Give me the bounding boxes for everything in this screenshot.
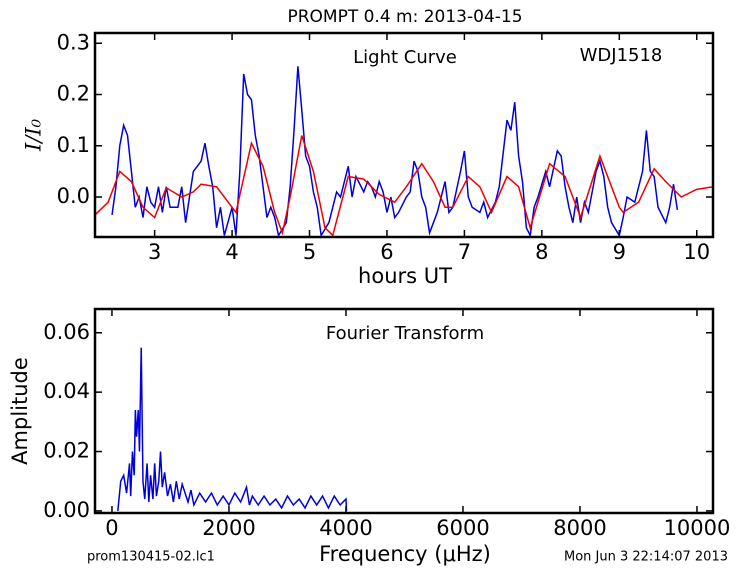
x-tick-label: 4000	[319, 516, 372, 540]
x-axis-label: Frequency (μHz)	[319, 542, 491, 566]
y-tick-label: 0.04	[43, 379, 90, 403]
x-tick-label: 6	[380, 240, 393, 264]
x-tick-label: 8000	[553, 516, 606, 540]
x-tick-label: 8	[535, 240, 548, 264]
x-tick-label: 7	[458, 240, 471, 264]
x-axis-label: hours UT	[358, 264, 452, 288]
x-tick-label: 0	[105, 516, 118, 540]
plot-frame	[93, 31, 715, 239]
y-tick-label: 0.02	[43, 439, 90, 463]
chart-title: PROMPT 0.4 m: 2013-04-15	[287, 7, 522, 27]
x-tick-label: 5	[303, 240, 316, 264]
x-tick-label: 6000	[436, 516, 489, 540]
footer-left: prom130415-02.lc1	[87, 550, 215, 565]
x-tick-label: 9	[613, 240, 626, 264]
y-tick-label: 0.0	[57, 184, 90, 208]
x-tick-label: 4	[225, 240, 238, 264]
y-tick-label: 0.00	[43, 498, 90, 522]
y-tick-label: 0.2	[57, 82, 90, 106]
x-tick-label: 10	[683, 240, 710, 264]
data-line	[95, 135, 713, 237]
data-line	[111, 66, 679, 237]
x-tick-label: 10000	[664, 516, 731, 540]
y-tick-label: 0.3	[57, 30, 90, 54]
footer-right: Mon Jun 3 22:14:07 2013	[564, 550, 728, 565]
x-tick-label: 3	[148, 240, 161, 264]
annotation: Fourier Transform	[326, 323, 484, 344]
annotation: Light Curve	[353, 47, 457, 68]
y-tick-label: 0.06	[43, 320, 90, 344]
plot-frame	[93, 307, 715, 515]
y-tick-label: 0.1	[57, 133, 90, 157]
annotation: WDJ1518	[580, 45, 663, 66]
y-axis-label: Amplitude	[8, 357, 32, 465]
data-line	[117, 347, 348, 511]
y-axis-label: I/I₀	[22, 118, 46, 152]
x-tick-label: 2000	[202, 516, 255, 540]
